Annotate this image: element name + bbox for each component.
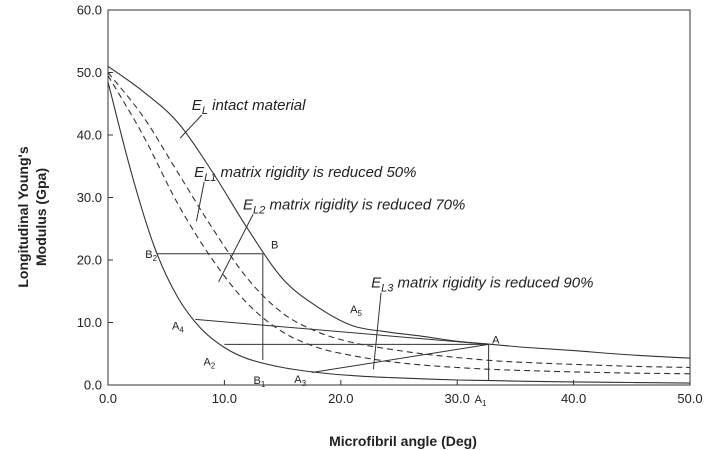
series-line-el3: [107, 81, 691, 384]
y-tick-label: 50.0: [77, 65, 102, 80]
x-tick-label: 20.0: [328, 391, 353, 406]
annotation-pointer: [372, 292, 382, 370]
point-label: A5: [350, 304, 362, 318]
y-tick-label: 10.0: [77, 315, 102, 330]
guide-lines: [156, 253, 490, 381]
y-axis-title: Longitudinal Young's Modulus (Gpa): [15, 146, 49, 287]
guide-line: [311, 343, 489, 373]
y-axis-title-line-1: Longitudinal Young's: [15, 146, 31, 287]
annotations: EL intact material EL1 matrix rigidity is…: [179, 97, 593, 370]
series-line-el: [107, 65, 691, 359]
y-tick-label: 40.0: [77, 128, 102, 143]
y-tick-label: 30.0: [77, 190, 102, 205]
point-label: A2: [203, 356, 215, 370]
x-axis-title: Microfibril angle (Deg): [329, 433, 477, 449]
guide-line: [195, 318, 489, 345]
annotation-label: EL3 matrix rigidity is reduced 90%: [371, 275, 593, 295]
annotation-l1: EL1 matrix rigidity is reduced 50%: [194, 164, 416, 222]
x-ticks: 0.0 10.0 20.0 30.0 40.0 50.0: [99, 380, 703, 406]
point-labels: B2 B A4 A5 A A2 B1 A3 A1: [145, 239, 500, 407]
x-tick-label: 0.0: [99, 391, 117, 406]
series-group: [107, 65, 691, 384]
series-line-el2: [107, 75, 691, 375]
x-tick-label: 50.0: [677, 391, 702, 406]
point-label: A4: [172, 321, 184, 335]
point-label: B1: [254, 375, 266, 389]
annotation-pointer: [195, 181, 205, 222]
annotation-l2: EL2 matrix rigidity is reduced 70%: [218, 196, 465, 283]
y-ticks: 0.0 10.0 20.0 30.0 40.0 50.0 60.0: [77, 3, 113, 393]
y-axis-title-line-2: Modulus (Gpa): [33, 168, 49, 266]
annotation-label: EL intact material: [192, 97, 306, 117]
annotation-pointer: [179, 114, 203, 139]
x-tick-label: 10.0: [212, 391, 237, 406]
annotation-l: EL intact material: [179, 97, 306, 139]
point-label: A1: [475, 394, 487, 408]
y-tick-label: 60.0: [77, 3, 102, 18]
annotation-pointer: [218, 214, 254, 283]
point-label: B2: [145, 249, 157, 263]
annotation-label: EL2 matrix rigidity is reduced 70%: [243, 196, 465, 216]
point-label: A: [492, 334, 500, 346]
y-tick-label: 20.0: [77, 253, 102, 268]
annotation-l3: EL3 matrix rigidity is reduced 90%: [371, 275, 593, 370]
x-tick-label: 40.0: [561, 391, 586, 406]
x-tick-label: 30.0: [445, 391, 470, 406]
series-line-el1: [107, 72, 691, 369]
point-label: B: [271, 239, 278, 251]
point-label: A3: [294, 374, 306, 388]
y-tick-label: 0.0: [84, 378, 102, 393]
annotation-label: EL1 matrix rigidity is reduced 50%: [194, 164, 416, 184]
